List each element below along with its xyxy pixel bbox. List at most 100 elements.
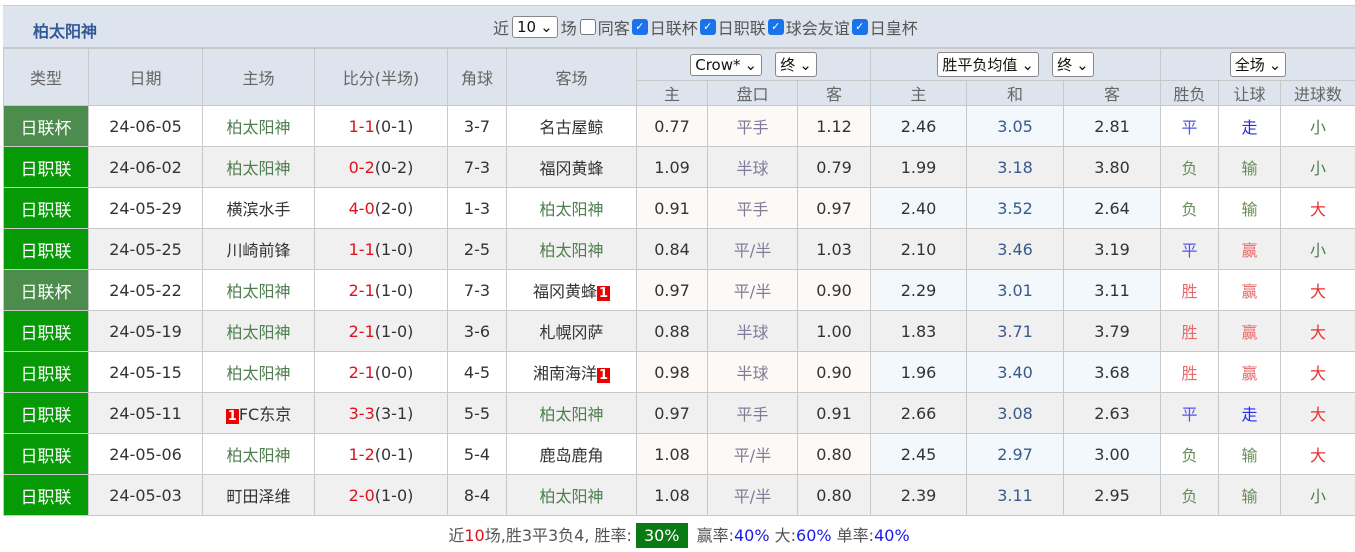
subheader: 主 xyxy=(636,80,708,106)
away-team-name: 鹿岛鹿角 xyxy=(539,446,604,465)
check-icon: ✓ xyxy=(703,20,713,33)
result-wdl: 胜 xyxy=(1160,310,1220,352)
halftime-score: (3-1) xyxy=(374,403,414,423)
eu-away-odds: 3.68 xyxy=(1063,351,1162,393)
home-team-name: 柏太阳神 xyxy=(226,446,291,465)
match-date: 24-05-11 xyxy=(88,392,203,434)
result-ah: 输 xyxy=(1218,433,1282,475)
ah-win-rate: 40% xyxy=(733,526,770,545)
ah-away-odds: 1.12 xyxy=(796,105,872,147)
home-team-cell[interactable]: 柏太阳神 xyxy=(202,146,315,188)
home-team-name: 川崎前锋 xyxy=(226,241,291,260)
home-team-cell[interactable]: 町田泽维 xyxy=(202,474,315,516)
red-card-badge: 1 xyxy=(596,368,611,383)
away-team-cell[interactable]: 鹿岛鹿角 xyxy=(506,433,637,475)
home-team-name: 柏太阳神 xyxy=(226,118,291,137)
away-team-cell[interactable]: 福冈黄蜂 xyxy=(506,146,637,188)
match-score: 2-1(1-0) xyxy=(314,310,448,352)
halftime-score: (1-0) xyxy=(374,239,414,259)
subheader: 客 xyxy=(796,80,872,106)
home-team-cell[interactable]: 柏太阳神 xyxy=(202,310,315,352)
away-team-name: 柏太阳神 xyxy=(539,200,604,219)
ah-away-odds: 0.80 xyxy=(796,433,872,475)
ah-handicap: 平手 xyxy=(707,105,798,147)
subheader: 主 xyxy=(870,80,968,106)
match-type: 日职联 xyxy=(3,228,89,270)
result-goals: 大 xyxy=(1280,187,1355,229)
summary-count: 10 xyxy=(464,526,485,545)
ah-handicap: 平/半 xyxy=(707,474,798,516)
ah-company-select[interactable]: Crow* ⌄ xyxy=(690,54,763,76)
header-result: 全场 ⌄ xyxy=(1160,48,1355,81)
ah-away-odds: 0.80 xyxy=(796,474,872,516)
away-team-cell[interactable]: 福冈黄蜂 1 xyxy=(506,269,637,311)
ah-time-select[interactable]: 终 ⌄ xyxy=(775,52,817,77)
halftime-score: (2-0) xyxy=(374,198,414,218)
eu-away-odds: 2.63 xyxy=(1063,392,1162,434)
match-score: 2-1(1-0) xyxy=(314,269,448,311)
eu-company-select[interactable]: 胜平负均值 ⌄ xyxy=(937,52,1039,77)
result-wdl: 负 xyxy=(1160,146,1220,188)
home-team-cell[interactable]: 川崎前锋 xyxy=(202,228,315,270)
eu-time-select[interactable]: 终 ⌄ xyxy=(1052,52,1094,77)
eu-draw-odds: 3.01 xyxy=(966,269,1065,311)
halftime-score: (0-1) xyxy=(374,116,414,136)
eu-away-odds: 3.11 xyxy=(1063,269,1162,311)
result-goals: 大 xyxy=(1280,310,1355,352)
away-team-cell[interactable]: 柏太阳神 xyxy=(506,228,637,270)
match-type: 日职联 xyxy=(3,433,89,475)
away-team-name: 柏太阳神 xyxy=(539,241,604,260)
ah-home-odds: 0.88 xyxy=(636,310,708,352)
ah-handicap: 平手 xyxy=(707,392,798,434)
ah-handicap: 平手 xyxy=(707,187,798,229)
away-team-cell[interactable]: 湘南海洋 1 xyxy=(506,351,637,393)
away-team-cell[interactable]: 柏太阳神 xyxy=(506,392,637,434)
match-date: 24-05-29 xyxy=(88,187,203,229)
summary-text: 大: xyxy=(769,526,797,545)
corners: 2-5 xyxy=(447,228,507,270)
away-team-cell[interactable]: 札幌冈萨 xyxy=(506,310,637,352)
filter-checkbox[interactable]: ✓ xyxy=(767,19,784,35)
home-team-cell[interactable]: 柏太阳神 xyxy=(202,433,315,475)
filter-checkbox[interactable]: ✓ xyxy=(851,19,868,35)
result-goals: 大 xyxy=(1280,269,1355,311)
home-team-cell[interactable]: 横滨水手 xyxy=(202,187,315,229)
eu-home-odds: 2.46 xyxy=(870,105,968,147)
eu-home-odds: 2.10 xyxy=(870,228,968,270)
chevron-down-icon: ⌄ xyxy=(799,55,812,74)
filter-checkbox[interactable]: ✓ xyxy=(699,19,716,35)
result-scope-select[interactable]: 全场 ⌄ xyxy=(1229,52,1287,77)
match-type: 日联杯 xyxy=(3,105,89,147)
result-scope-value: 全场 xyxy=(1234,56,1265,74)
subheader: 和 xyxy=(966,80,1065,106)
eu-away-odds: 2.95 xyxy=(1063,474,1162,516)
home-team-cell[interactable]: 1 FC东京 xyxy=(202,392,315,434)
match-date: 24-06-05 xyxy=(88,105,203,147)
chevron-down-icon: ⌄ xyxy=(744,56,758,74)
fulltime-score: 2-1 xyxy=(348,362,375,382)
eu-draw-odds: 3.05 xyxy=(966,105,1065,147)
check-icon: ✓ xyxy=(855,20,865,33)
match-row: 日职联 24-05-29 横滨水手 4-0(2-0) 1-3 柏太阳神 0.91 平手 0.97… xyxy=(3,187,1355,229)
chevron-down-icon: ⌄ xyxy=(1076,55,1089,74)
filter-checkbox[interactable]: ✓ xyxy=(631,19,648,35)
away-team-cell[interactable]: 名古屋鲸 xyxy=(506,105,637,147)
away-team-cell[interactable]: 柏太阳神 xyxy=(506,187,637,229)
result-ah: 输 xyxy=(1218,187,1282,229)
result-ah: 走 xyxy=(1218,392,1282,434)
match-score: 3-3(3-1) xyxy=(314,392,448,434)
filter-checkbox[interactable] xyxy=(579,19,596,35)
result-goals: 小 xyxy=(1280,105,1355,147)
panel-header: 柏太阳神 近 10 ⌄ 场 同客 ✓ 日联杯 ✓ 日职联 ✓ 球会友谊 ✓ 日皇杯 xyxy=(3,6,1355,48)
ah-home-odds: 1.08 xyxy=(636,433,708,475)
halftime-score: (1-0) xyxy=(374,280,414,300)
eu-home-odds: 2.39 xyxy=(870,474,968,516)
home-team-cell[interactable]: 柏太阳神 xyxy=(202,351,315,393)
home-team-cell[interactable]: 柏太阳神 xyxy=(202,269,315,311)
filters: 近 10 ⌄ 场 同客 ✓ 日联杯 ✓ 日职联 ✓ 球会友谊 ✓ 日皇杯 xyxy=(493,15,918,39)
recent-count-select[interactable]: 10 ⌄ xyxy=(512,16,558,38)
away-team-cell[interactable]: 柏太阳神 xyxy=(506,474,637,516)
home-team-cell[interactable]: 柏太阳神 xyxy=(202,105,315,147)
check-icon: ✓ xyxy=(771,20,781,33)
match-date: 24-06-02 xyxy=(88,146,203,188)
